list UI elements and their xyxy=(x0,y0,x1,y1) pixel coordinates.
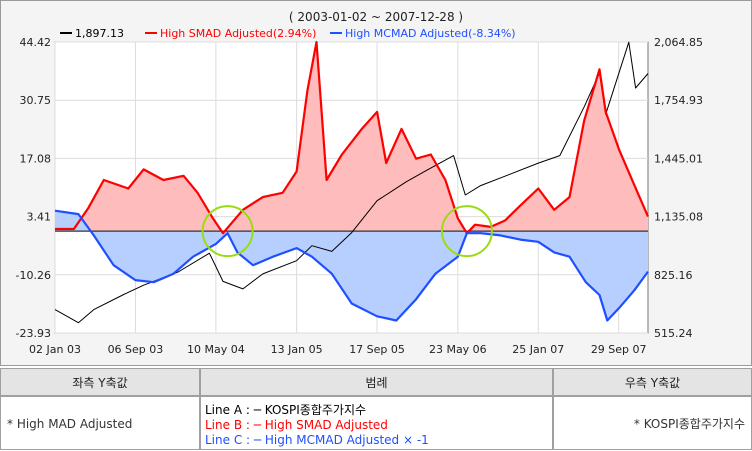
right-axis-value: * KOSPI종합주가지수 xyxy=(553,396,752,450)
right-tick-label: 1,135.08 xyxy=(654,211,703,224)
smad-line xyxy=(55,40,650,235)
legend-row: 1,897.13 High SMAD Adjusted(2.94%) High MC… xyxy=(60,27,516,40)
left-axis-value: * High MAD Adjusted xyxy=(0,396,200,450)
legend-line-b: Line B : ─ High SMAD Adjusted xyxy=(205,418,388,432)
highlight-circle-2 xyxy=(440,205,493,258)
chart-svg: ( 2003-01-02 ~ 2007-12-28 ) 1,897.13 High… xyxy=(16,10,703,356)
right-tick-label: 2,064.85 xyxy=(654,36,703,49)
right-tick-label: 1,445.01 xyxy=(654,152,703,165)
right-axis-header: 우측 Y축값 xyxy=(553,368,752,396)
legend-entry-2: High MCMAD Adjusted(-8.34%) xyxy=(345,27,516,40)
left-tick-label: -10.26 xyxy=(16,269,51,282)
x-tick-label: 25 Jan 07 xyxy=(512,343,564,356)
x-tick-label: 29 Sep 07 xyxy=(591,343,647,356)
mcmad-line xyxy=(54,209,649,322)
legend-header: 범례 xyxy=(200,368,553,396)
legend-entry-0: 1,897.13 xyxy=(75,27,124,40)
legend-table: 좌측 Y축값 범례 우측 Y축값 * High MAD Adjusted Lin… xyxy=(0,368,752,450)
left-tick-label: 3.41 xyxy=(27,211,52,224)
left-tick-label: 30.75 xyxy=(20,94,52,107)
right-tick-label: 825.16 xyxy=(654,269,693,282)
chart-title: ( 2003-01-02 ~ 2007-12-28 ) xyxy=(289,10,463,24)
x-tick-label: 10 May 04 xyxy=(187,343,245,356)
x-tick-label: 17 Sep 05 xyxy=(349,343,405,356)
legend-line-a: Line A : ─ KOSPI종합주가지수 xyxy=(205,403,367,417)
legend-entry-1: High SMAD Adjusted(2.94%) xyxy=(160,27,316,40)
right-tick-label: 1,754.93 xyxy=(654,94,703,107)
left-tick-label: 44.42 xyxy=(20,36,52,49)
left-tick-label: 17.08 xyxy=(20,152,52,165)
left-axis-header: 좌측 Y축값 xyxy=(0,368,200,396)
smad-area xyxy=(55,42,648,234)
x-tick-label: 23 May 06 xyxy=(429,343,487,356)
x-tick-label: 13 Jan 05 xyxy=(271,343,323,356)
x-tick-label: 06 Sep 03 xyxy=(108,343,164,356)
left-tick-label: -23.93 xyxy=(16,327,51,340)
highlight-circle-1 xyxy=(201,205,254,258)
x-tick-label: 02 Jan 03 xyxy=(29,343,81,356)
right-tick-label: 515.24 xyxy=(654,327,693,340)
plot-area: 44.42 2,064.85 30.75 1,754.93 17.08 1,445.01 3… xyxy=(16,36,703,356)
legend-lines: Line A : ─ KOSPI종합주가지수 Line B : ─ High S… xyxy=(200,396,553,450)
legend-line-c: Line C : ─ High MCMAD Adjusted × -1 xyxy=(205,433,429,447)
